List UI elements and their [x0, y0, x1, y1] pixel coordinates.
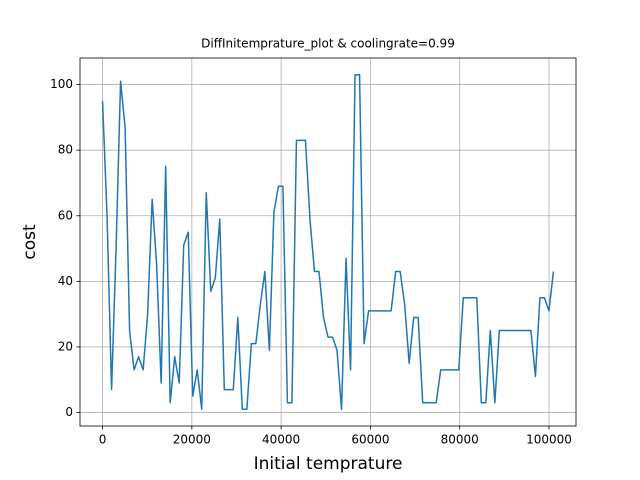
y-tick-label: 0: [65, 405, 73, 419]
x-tick-label: 60000: [351, 433, 389, 447]
y-tick-label: 40: [58, 274, 73, 288]
y-axis-label: cost: [20, 224, 40, 260]
y-tick-label: 20: [58, 339, 73, 353]
chart-title: DiffInitemprature_plot & coolingrate=0.9…: [201, 37, 455, 51]
axes-frame: [79, 57, 577, 427]
x-tick-label: 40000: [262, 433, 300, 447]
x-tick-label: 100000: [526, 433, 572, 447]
x-axis-label: Initial temprature: [254, 454, 403, 474]
x-tick-label: 0: [99, 433, 107, 447]
y-tick-label: 80: [58, 143, 73, 157]
y-tick-label: 60: [58, 208, 73, 222]
data-line: [101, 73, 555, 411]
y-tick-label: 100: [50, 77, 73, 91]
x-tick-label: 80000: [441, 433, 479, 447]
x-tick-label: 20000: [173, 433, 211, 447]
